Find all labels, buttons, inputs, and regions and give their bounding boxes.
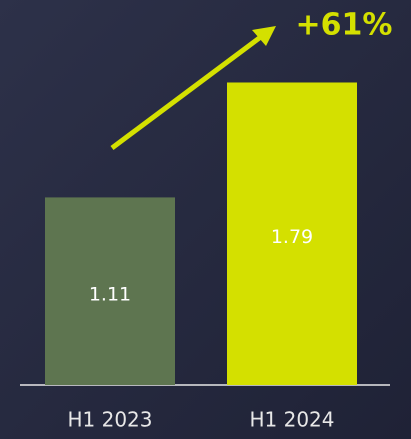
- data-label: 1.79: [271, 226, 313, 248]
- arrow-head: [252, 26, 276, 46]
- x-tick-label: H1 2024: [249, 408, 334, 432]
- x-tick-label: H1 2023: [67, 408, 152, 432]
- data-label: 1.11: [89, 284, 131, 306]
- annotation: +61%: [296, 8, 393, 43]
- bar: [45, 197, 175, 385]
- arrow-shaft: [110, 33, 264, 151]
- bar: [227, 82, 357, 386]
